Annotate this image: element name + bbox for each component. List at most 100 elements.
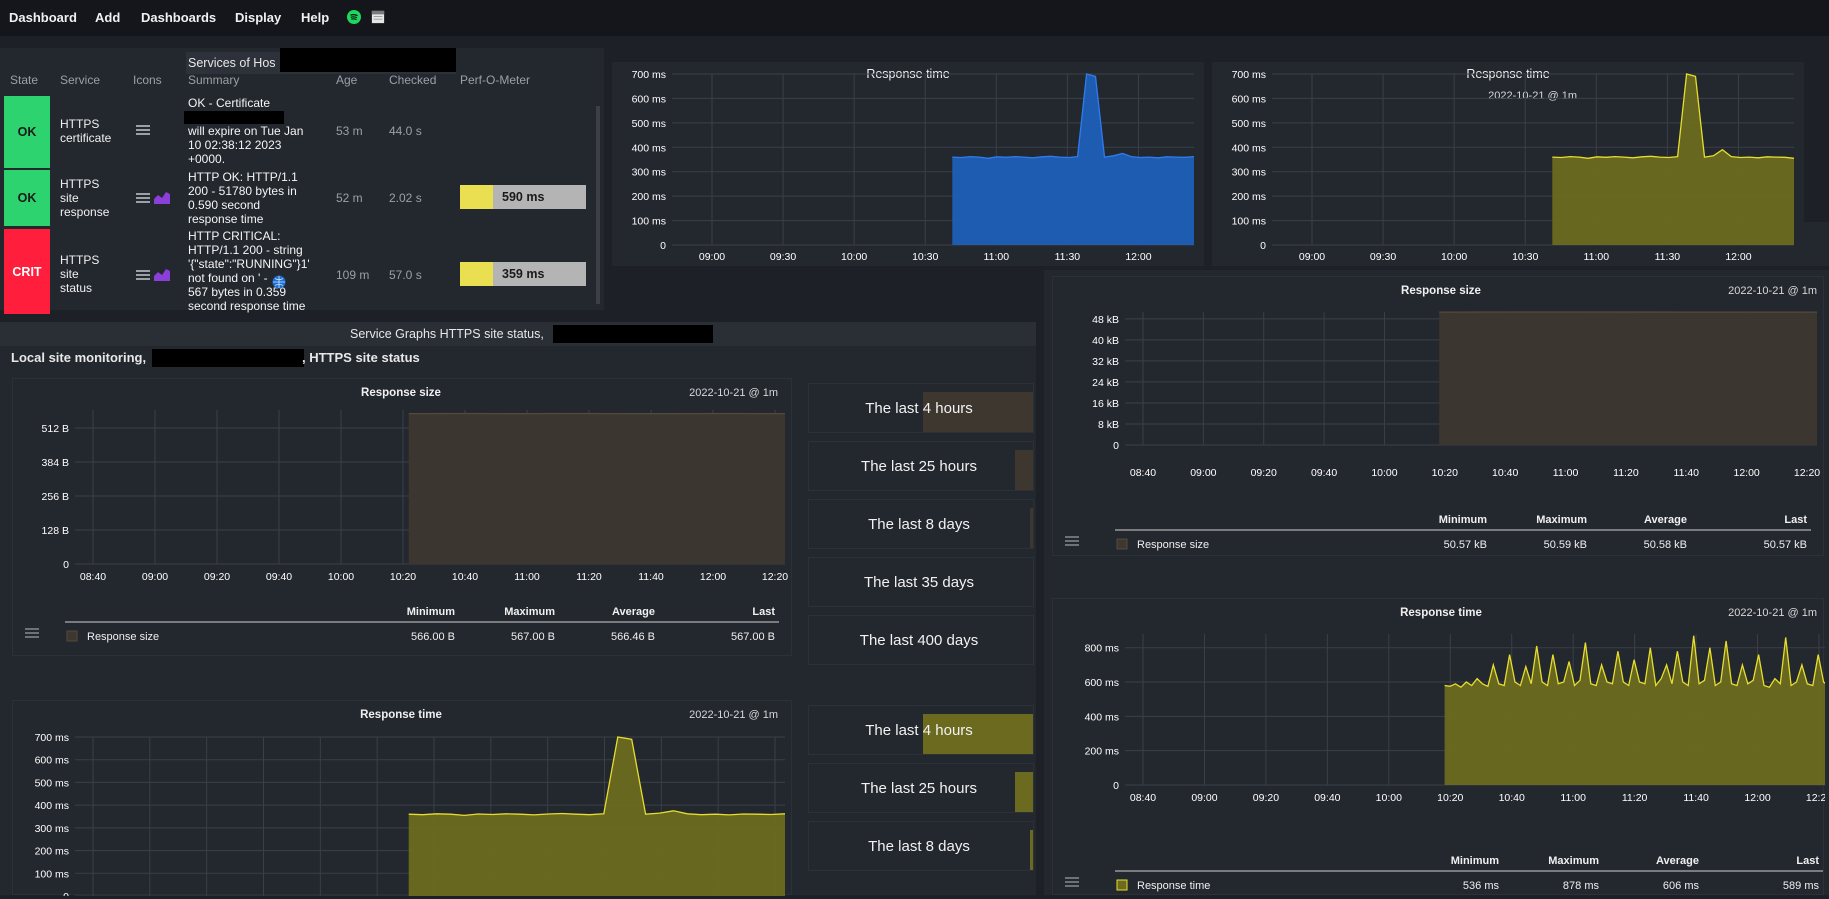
legend-value: 536 ms	[1463, 880, 1500, 892]
y-tick-label: 300 ms	[35, 823, 69, 835]
x-tick-label: 10:40	[1492, 467, 1518, 479]
service-summary: HTTP CRITICAL: HTTP/1.1 200 - string '{"…	[188, 229, 328, 314]
timeframe-button[interactable]: The last 4 hours	[808, 383, 1034, 433]
legend-value: 50.57 kB	[1764, 539, 1807, 551]
x-tick-label: 10:20	[1432, 467, 1458, 479]
col-service[interactable]: Service	[60, 73, 100, 87]
y-tick-label: 800 ms	[1085, 643, 1119, 655]
x-tick-label: 09:00	[1191, 792, 1217, 804]
redacted-block	[280, 48, 456, 72]
service-name-line[interactable]: status	[60, 281, 99, 295]
perf-o-meter: 359 ms	[460, 262, 586, 286]
x-tick-label: 12:00	[1744, 792, 1770, 804]
menu-help[interactable]: Help	[301, 10, 329, 25]
timeframe-button[interactable]: The last 35 days	[808, 557, 1034, 607]
service-name[interactable]: HTTPS site response	[60, 177, 109, 219]
menu-add[interactable]: Add	[95, 10, 120, 25]
legend-header: Average	[1644, 514, 1687, 526]
x-tick-label: 09:30	[770, 251, 796, 263]
calendar-icon[interactable]	[371, 10, 385, 24]
y-tick-label: 0	[63, 891, 69, 896]
x-tick-label: 12:00	[1725, 251, 1751, 263]
menu-icon[interactable]	[136, 270, 150, 280]
col-summary[interactable]: Summary	[188, 73, 239, 87]
series-line	[409, 737, 785, 815]
x-tick-label: 11:00	[984, 251, 1010, 263]
x-tick-label: 11:30	[1055, 251, 1081, 263]
redacted-block	[553, 325, 713, 343]
menu-icon[interactable]	[136, 193, 150, 203]
col-icons: Icons	[133, 73, 162, 87]
state-badge-ok[interactable]: OK	[4, 170, 50, 226]
timeframe-button[interactable]: The last 8 days	[808, 499, 1034, 549]
summary-line: 10 02:38:12 2023	[188, 138, 324, 152]
timeframe-label: The last 25 hours	[809, 442, 1029, 492]
service-summary: HTTP OK: HTTP/1.1 200 - 51780 bytes in 0…	[188, 170, 324, 226]
x-tick-label: 11:00	[1560, 792, 1586, 804]
menu-dashboards[interactable]: Dashboards	[141, 10, 216, 25]
menu-display[interactable]: Display	[235, 10, 281, 25]
service-name-line[interactable]: site	[60, 191, 109, 205]
y-tick-label: 400 ms	[35, 800, 69, 812]
service-name[interactable]: HTTPS site status	[60, 253, 99, 295]
timeframe-button[interactable]: The last 8 days	[808, 821, 1034, 871]
menu-icon[interactable]	[136, 125, 150, 135]
state-badge-crit[interactable]: CRIT	[4, 229, 50, 314]
graph-title: Response size	[361, 387, 441, 399]
timeframe-button[interactable]: The last 25 hours	[808, 763, 1034, 813]
x-tick-label: 09:00	[1190, 467, 1216, 479]
y-tick-label: 700 ms	[1232, 69, 1266, 81]
service-name-line[interactable]: HTTPS	[60, 177, 109, 191]
legend-swatch	[1117, 539, 1127, 549]
scrollbar[interactable]	[596, 106, 600, 304]
spotify-icon[interactable]	[347, 10, 361, 24]
service-checked: 2.02 s	[389, 191, 422, 205]
y-tick-label: 200 ms	[35, 846, 69, 858]
service-name-line[interactable]: HTTPS	[60, 117, 111, 131]
service-age: 109 m	[336, 268, 369, 282]
legend-header: Average	[612, 606, 655, 618]
perf-o-meter: 590 ms	[460, 185, 586, 209]
state-badge-ok[interactable]: OK	[4, 96, 50, 168]
col-state[interactable]: State	[10, 73, 38, 87]
service-name-line[interactable]: HTTPS	[60, 253, 99, 267]
col-checked[interactable]: Checked	[389, 73, 436, 87]
legend-swatch	[67, 631, 77, 641]
x-tick-label: 09:00	[699, 251, 725, 263]
service-name-line[interactable]: site	[60, 267, 99, 281]
x-tick-label: 11:00	[514, 571, 540, 583]
y-tick-label: 300 ms	[632, 167, 666, 179]
x-tick-label: 11:20	[1622, 792, 1648, 804]
x-tick-label: 09:40	[1311, 467, 1337, 479]
y-tick-label: 400 ms	[632, 142, 666, 154]
service-name[interactable]: HTTPS certificate	[60, 117, 111, 145]
y-tick-label: 600 ms	[35, 755, 69, 767]
timeframe-button[interactable]: The last 4 hours	[808, 705, 1034, 755]
service-name-line[interactable]: certificate	[60, 131, 111, 145]
y-tick-label: 0	[1260, 240, 1266, 252]
menu-dashboard[interactable]: Dashboard	[9, 10, 77, 25]
timeframe-thumbnail	[1030, 830, 1033, 870]
y-tick-label: 24 kB	[1092, 377, 1119, 389]
legend-header: Maximum	[1536, 514, 1587, 526]
col-perf-o-meter[interactable]: Perf-O-Meter	[460, 73, 530, 87]
col-age[interactable]: Age	[336, 73, 357, 87]
y-tick-label: 700 ms	[35, 732, 69, 744]
service-name-line[interactable]: response	[60, 205, 109, 219]
graph-icon[interactable]	[154, 191, 170, 204]
y-tick-label: 256 B	[42, 491, 69, 503]
graph-date: 2022-10-21 @ 1m	[689, 387, 778, 399]
legend-header: Average	[1656, 855, 1699, 867]
series-area	[1439, 312, 1817, 445]
redacted-block	[184, 111, 284, 124]
graph-icon[interactable]	[154, 268, 170, 281]
timeframe-button[interactable]: The last 25 hours	[808, 441, 1034, 491]
y-tick-label: 0	[1113, 440, 1119, 452]
timeframe-button[interactable]: The last 400 days	[808, 615, 1034, 665]
